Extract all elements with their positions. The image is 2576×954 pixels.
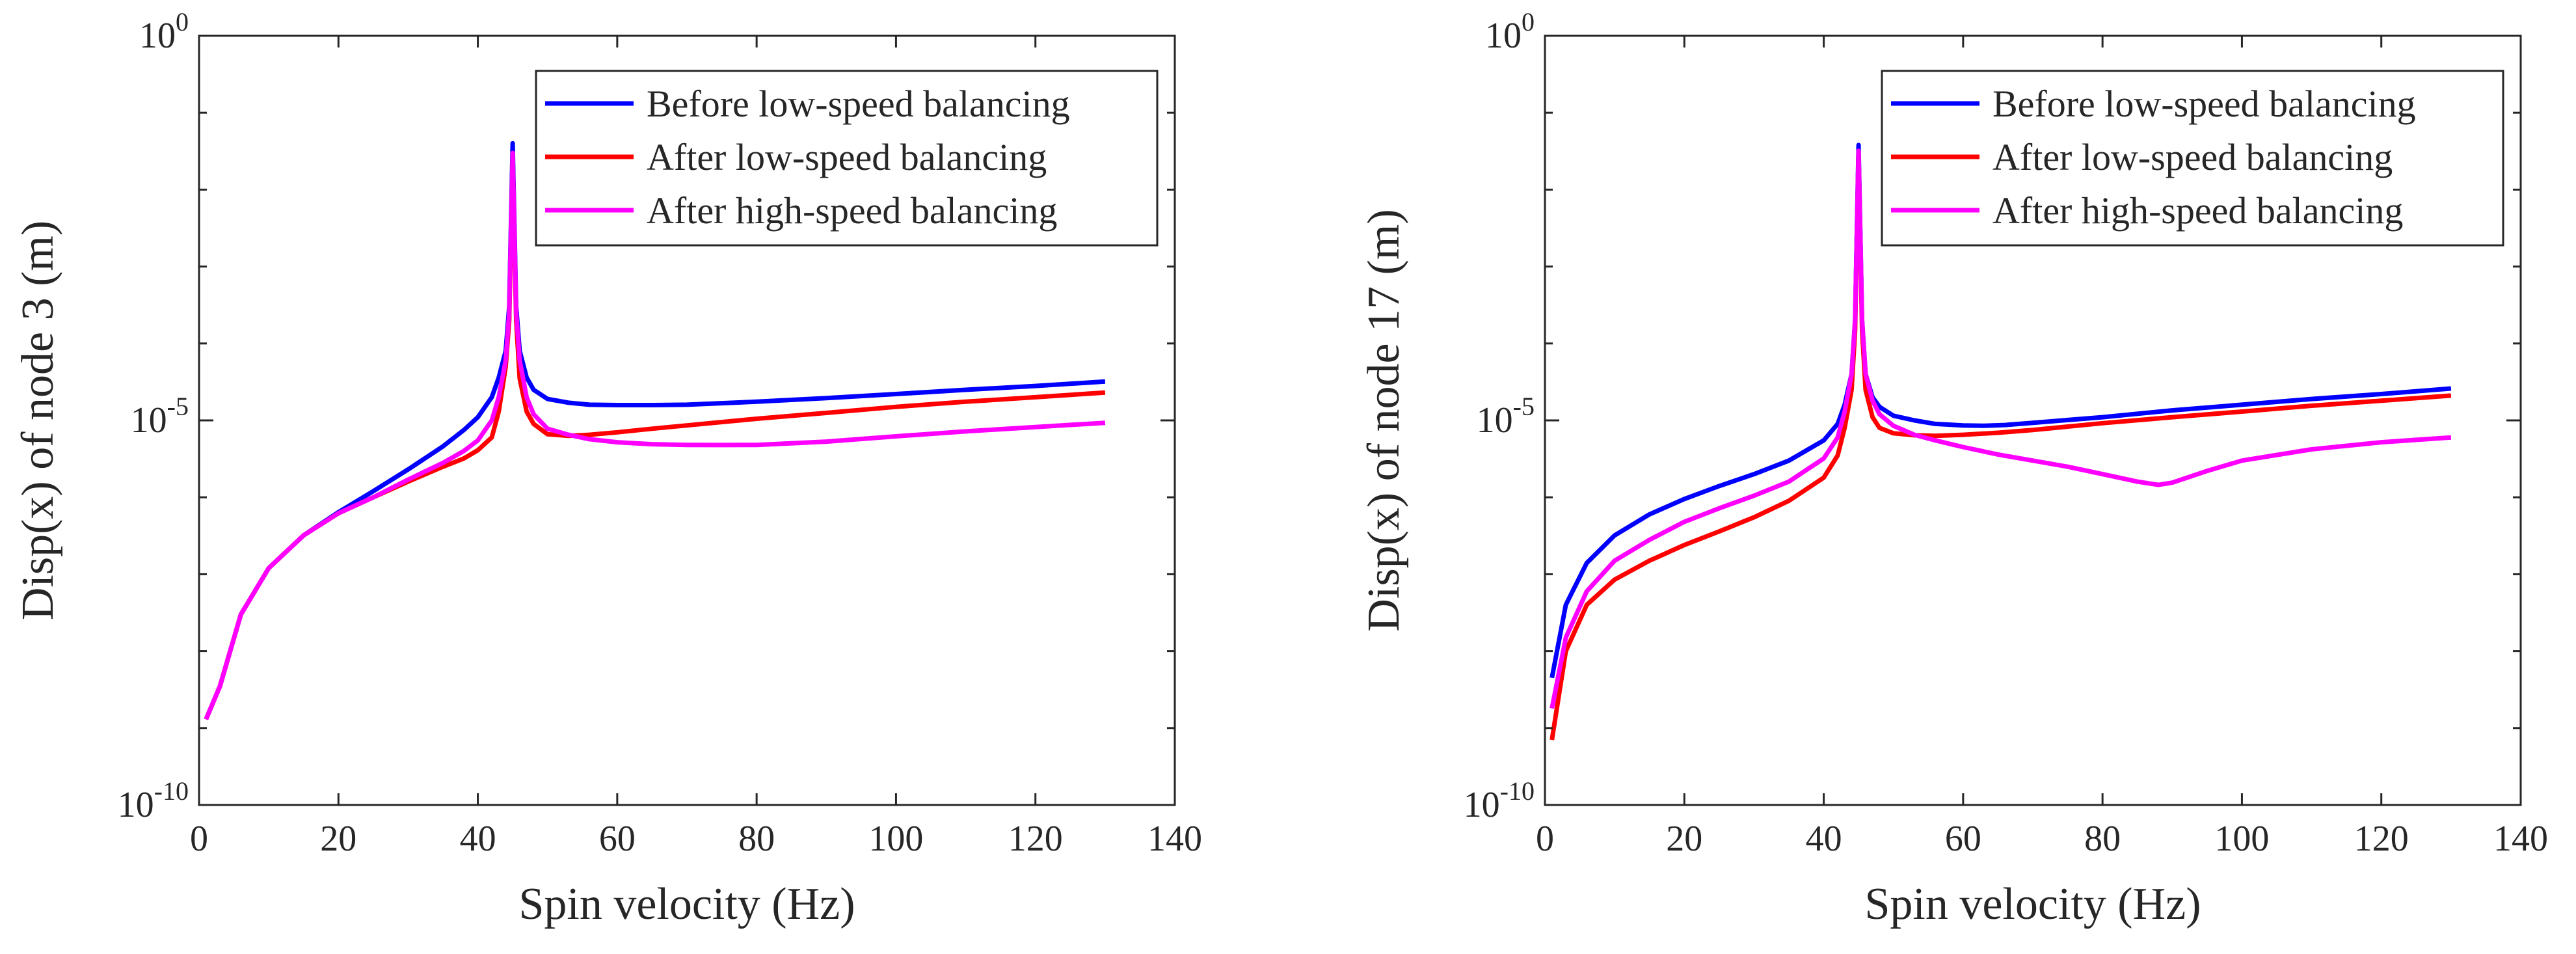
x-tick-label: 60 bbox=[599, 819, 636, 859]
x-tick-label: 80 bbox=[2084, 819, 2121, 859]
y-axis-label: Disp(x) of node 17 (m) bbox=[1359, 209, 1409, 631]
legend-label-3: After high-speed balancing bbox=[647, 189, 1057, 232]
series-line-3 bbox=[1550, 148, 2452, 709]
x-axis-label: Spin velocity (Hz) bbox=[518, 879, 855, 929]
y-tick-label: 10-10 bbox=[1464, 776, 1535, 825]
x-tick-label: 140 bbox=[2493, 819, 2548, 859]
legend: Before low-speed balancing After low-spee… bbox=[535, 70, 1159, 247]
y-axis-label: Disp(x) of node 3 (m) bbox=[13, 221, 63, 620]
chart-panel-1: 0 20 40 60 80 100 120 140 10-10 10-5 100 Spin veloc… bbox=[13, 7, 1202, 929]
x-tick-label: 120 bbox=[2354, 819, 2409, 859]
x-tick-label: 100 bbox=[868, 819, 923, 859]
x-tick-label: 0 bbox=[190, 819, 208, 859]
legend-box bbox=[535, 70, 1159, 247]
x-tick-label: 100 bbox=[2214, 819, 2269, 859]
x-tick-label: 60 bbox=[1945, 819, 1981, 859]
x-tick-label: 140 bbox=[1147, 819, 1202, 859]
x-tick-label: 20 bbox=[1666, 819, 1702, 859]
legend-label-1: Before low-speed balancing bbox=[1992, 83, 2416, 125]
legend-box bbox=[1881, 70, 2504, 247]
x-tick-label: 0 bbox=[1536, 819, 1554, 859]
x-axis-label: Spin velocity (Hz) bbox=[1864, 879, 2201, 929]
x-tick-label: 20 bbox=[320, 819, 356, 859]
legend: Before low-speed balancing After low-spee… bbox=[1881, 70, 2504, 247]
y-tick-label: 10-5 bbox=[1477, 392, 1535, 441]
legend-label-2: After low-speed balancing bbox=[1992, 136, 2393, 178]
legend-label-1: Before low-speed balancing bbox=[647, 83, 1070, 125]
chart-panel-2: 0 20 40 60 80 100 120 140 10-10 10-5 100 Spin veloc… bbox=[1359, 7, 2548, 929]
series-line-3 bbox=[204, 150, 1106, 720]
legend-label-2: After low-speed balancing bbox=[647, 136, 1047, 178]
y-tick-label: 10-5 bbox=[131, 392, 189, 441]
y-tick-label: 100 bbox=[1485, 7, 1535, 56]
x-tick-label: 40 bbox=[460, 819, 496, 859]
x-tick-label: 120 bbox=[1008, 819, 1063, 859]
x-tick-label: 80 bbox=[738, 819, 775, 859]
legend-label-3: After high-speed balancing bbox=[1992, 189, 2403, 232]
y-tick-label: 10-10 bbox=[118, 776, 189, 825]
x-tick-label: 40 bbox=[1806, 819, 1842, 859]
y-tick-label: 100 bbox=[139, 7, 189, 56]
